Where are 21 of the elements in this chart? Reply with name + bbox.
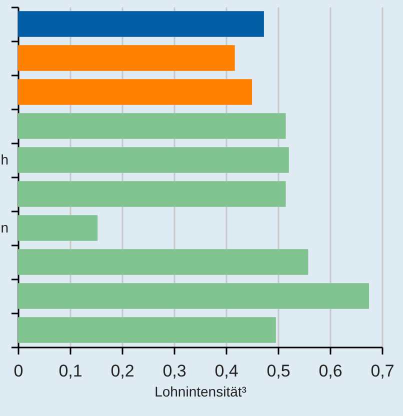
bar	[18, 215, 98, 241]
bar	[18, 283, 369, 309]
y-tick-label: n	[0, 220, 8, 236]
x-tick-label: 0,5	[266, 362, 290, 380]
x-tick-label: 0,6	[318, 362, 342, 380]
x-tick-label: 0,7	[370, 362, 394, 380]
x-tick-label: 0,1	[58, 362, 82, 380]
bar	[18, 45, 235, 71]
bar	[18, 249, 308, 275]
x-tick-label: 0,2	[110, 362, 134, 380]
x-tick-label: 0,4	[214, 362, 238, 380]
bar	[18, 113, 286, 139]
bar	[18, 181, 286, 207]
bar	[18, 317, 276, 343]
x-tick-label: 0,3	[162, 362, 186, 380]
bar	[18, 147, 289, 173]
x-tick-label: 0	[14, 362, 24, 380]
bar	[18, 11, 264, 37]
x-axis-title: Lohnintensität³	[154, 384, 247, 400]
y-tick-label: h	[0, 152, 8, 168]
bar	[18, 79, 252, 105]
